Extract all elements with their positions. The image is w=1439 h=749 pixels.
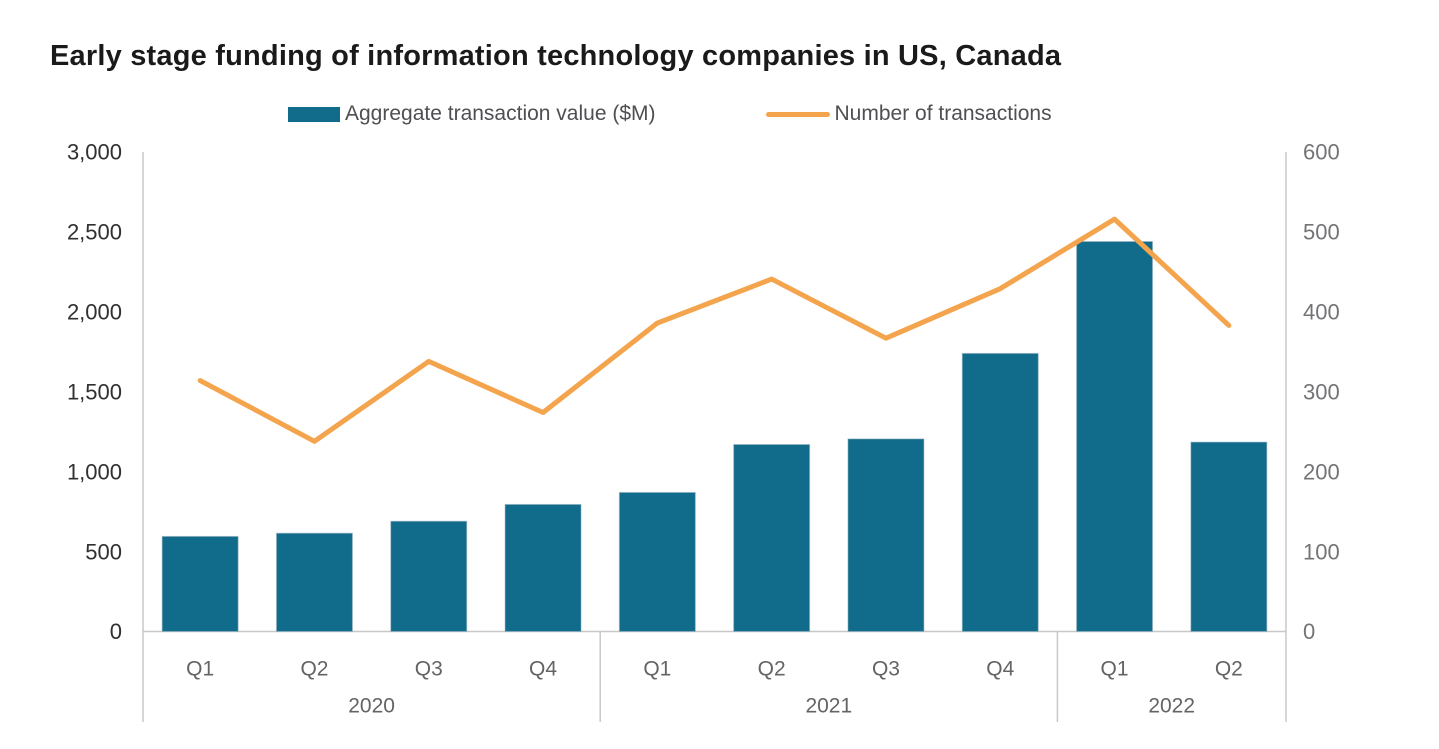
chart-legend: Aggregate transaction value ($M) Number … <box>288 101 1052 127</box>
year-label: 2021 <box>805 694 852 717</box>
left-axis-tick-label: 1,500 <box>67 379 122 404</box>
bar-q1-4 <box>618 491 696 632</box>
quarter-label: Q3 <box>872 657 900 680</box>
left-axis-tick-label: 1,000 <box>67 459 122 484</box>
bar-q2-9 <box>1190 441 1268 632</box>
quarter-label: Q4 <box>529 657 557 680</box>
quarter-label: Q2 <box>300 657 328 680</box>
bar-q1-8 <box>1076 241 1154 633</box>
chart-title: Early stage funding of information techn… <box>50 40 1062 72</box>
line-swatch-icon <box>765 111 830 117</box>
right-axis-tick-label: 300 <box>1303 379 1340 404</box>
right-axis-tick-label: 0 <box>1303 619 1315 644</box>
quarter-label: Q2 <box>1215 657 1243 680</box>
bar-q3-2 <box>390 520 468 633</box>
right-axis-tick-label: 200 <box>1303 459 1340 484</box>
quarter-label: Q2 <box>758 657 786 680</box>
quarter-label: Q1 <box>1101 657 1129 680</box>
right-axis-tick-label: 600 <box>1303 140 1340 165</box>
bar-q4-3 <box>504 503 582 632</box>
left-axis-tick-label: 500 <box>85 539 122 564</box>
left-axis-tick-label: 2,500 <box>67 220 122 245</box>
bar-swatch-icon <box>288 106 340 122</box>
quarter-label: Q3 <box>415 657 443 680</box>
quarter-label: Q1 <box>186 657 214 680</box>
year-label: 2020 <box>348 694 395 717</box>
year-label: 2022 <box>1148 694 1195 717</box>
bar-q1-0 <box>161 535 239 632</box>
bar-q2-5 <box>733 443 811 632</box>
legend-label: Number of transactions <box>834 102 1052 125</box>
right-axis-tick-label: 500 <box>1303 220 1340 245</box>
quarter-label: Q1 <box>643 657 671 680</box>
left-axis-tick-label: 0 <box>110 619 122 644</box>
right-axis-tick-label: 400 <box>1303 300 1340 325</box>
bar-q4-7 <box>961 352 1039 632</box>
right-axis-tick-label: 100 <box>1303 539 1340 564</box>
transactions-line <box>197 216 1232 444</box>
legend-label: Aggregate transaction value ($M) <box>345 102 656 125</box>
left-axis-tick-label: 2,000 <box>67 300 122 325</box>
quarter-label: Q4 <box>986 657 1014 680</box>
bar-q3-6 <box>847 438 925 633</box>
legend-item-aggregate-value: Aggregate transaction value ($M) <box>288 102 656 126</box>
left-axis-tick-label: 3,000 <box>67 140 122 165</box>
bar-q2-1 <box>275 532 353 633</box>
legend-item-number-of-transactions: Number of transactions <box>765 102 1052 126</box>
